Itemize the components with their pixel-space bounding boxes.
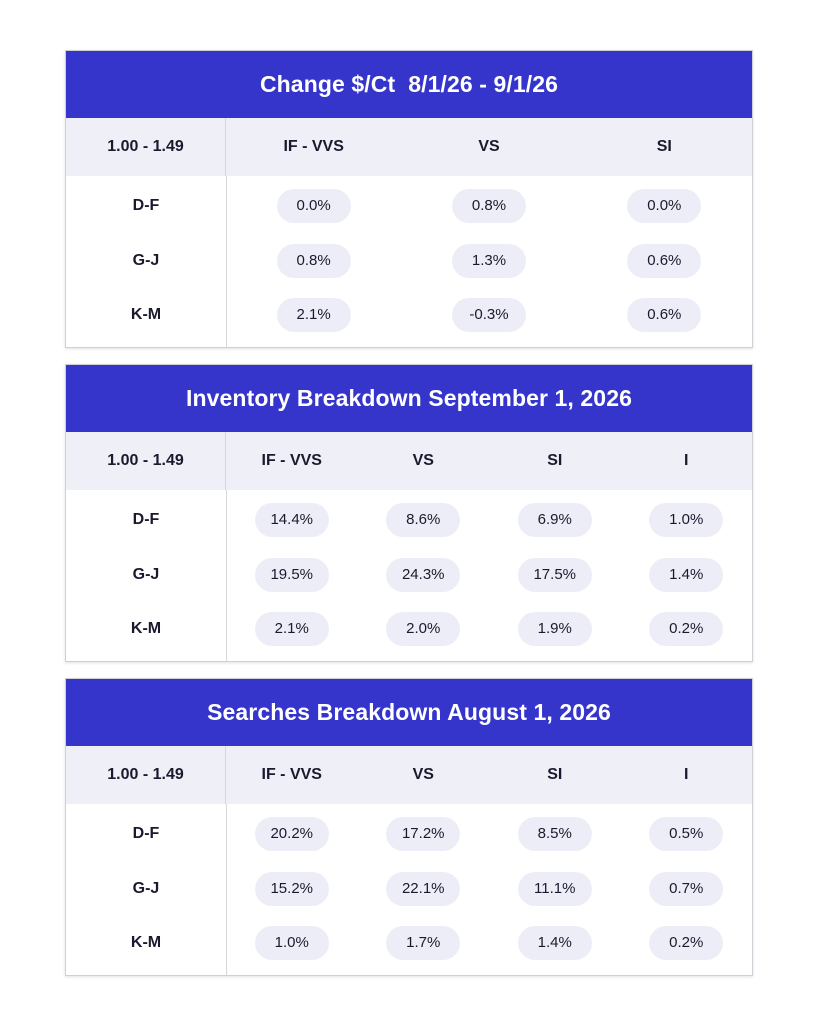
table-header-row: 1.00 - 1.49 IF - VVS VS SI [66, 118, 752, 176]
row-label: G-J [132, 565, 160, 583]
column-header: I [684, 766, 689, 783]
value-pill: 2.0% [386, 612, 461, 647]
value-pill: 1.4% [517, 926, 592, 961]
value-pill: 0.2% [649, 612, 724, 647]
column-header: VS [412, 766, 434, 783]
column-header: VS [478, 138, 500, 155]
value-pill: 0.8% [451, 189, 526, 224]
row-label: G-J [132, 879, 160, 897]
table-row: G-J 19.5% 24.3% 17.5% 1.4% [66, 548, 752, 603]
value-pill: 0.7% [649, 871, 724, 906]
value-pill: 24.3% [386, 557, 461, 592]
row-label: G-J [132, 251, 160, 269]
column-header: IF - VVS [261, 452, 322, 469]
row-label: D-F [132, 197, 160, 215]
value-pill: 20.2% [254, 817, 329, 852]
value-pill: 11.1% [517, 871, 592, 906]
column-header: SI [547, 766, 563, 783]
value-pill: 22.1% [386, 871, 461, 906]
value-pill: 14.4% [254, 503, 329, 538]
value-pill: 0.0% [276, 189, 351, 224]
value-pill: 17.5% [517, 557, 592, 592]
table-row: K-M 2.1% -0.3% 0.6% [66, 288, 752, 343]
table-row: D-F 0.0% 0.8% 0.0% [66, 179, 752, 234]
corner-label: 1.00 - 1.49 [66, 746, 226, 804]
row-label: D-F [132, 825, 160, 843]
table-row: K-M 1.0% 1.7% 1.4% 0.2% [66, 916, 752, 971]
value-pill: 8.6% [386, 503, 461, 538]
value-pill: 6.9% [517, 503, 592, 538]
value-pill: 0.8% [276, 243, 351, 278]
value-pill: 0.0% [627, 189, 702, 224]
row-label: K-M [130, 306, 162, 324]
searches-breakdown-table: Searches Breakdown August 1, 2026 1.00 -… [65, 678, 753, 976]
row-label: D-F [132, 511, 160, 529]
row-label: K-M [130, 934, 162, 952]
table-header-row: 1.00 - 1.49 IF - VVS VS SI I [66, 432, 752, 490]
value-pill: 19.5% [254, 557, 329, 592]
column-header: VS [412, 452, 434, 469]
value-pill: 2.1% [276, 298, 351, 333]
column-header: SI [656, 138, 672, 155]
inventory-breakdown-table: Inventory Breakdown September 1, 2026 1.… [65, 364, 753, 662]
value-pill: 0.5% [649, 817, 724, 852]
table-title: Inventory Breakdown September 1, 2026 [66, 365, 752, 432]
value-pill: 8.5% [517, 817, 592, 852]
corner-label: 1.00 - 1.49 [66, 432, 226, 490]
table-row: G-J 0.8% 1.3% 0.6% [66, 234, 752, 289]
table-header-row: 1.00 - 1.49 IF - VVS VS SI I [66, 746, 752, 804]
column-header: SI [547, 452, 563, 469]
table-title: Searches Breakdown August 1, 2026 [66, 679, 752, 746]
value-pill: 1.4% [649, 557, 724, 592]
value-pill: 0.2% [649, 926, 724, 961]
value-pill: -0.3% [451, 298, 526, 333]
value-pill: 1.3% [451, 243, 526, 278]
value-pill: 1.9% [517, 612, 592, 647]
value-pill: 0.6% [627, 243, 702, 278]
row-label: K-M [130, 620, 162, 638]
corner-label: 1.00 - 1.49 [66, 118, 226, 176]
value-pill: 2.1% [254, 612, 329, 647]
value-pill: 1.0% [254, 926, 329, 961]
table-row: K-M 2.1% 2.0% 1.9% 0.2% [66, 602, 752, 657]
value-pill: 0.6% [627, 298, 702, 333]
change-price-table: Change $/Ct 8/1/26 - 9/1/26 1.00 - 1.49 … [65, 50, 753, 348]
value-pill: 15.2% [254, 871, 329, 906]
value-pill: 1.7% [386, 926, 461, 961]
value-pill: 17.2% [386, 817, 461, 852]
column-header: IF - VVS [283, 138, 344, 155]
column-header: I [684, 452, 689, 469]
value-pill: 1.0% [649, 503, 724, 538]
column-header: IF - VVS [261, 766, 322, 783]
table-title: Change $/Ct 8/1/26 - 9/1/26 [66, 51, 752, 118]
table-row: G-J 15.2% 22.1% 11.1% 0.7% [66, 862, 752, 917]
table-row: D-F 14.4% 8.6% 6.9% 1.0% [66, 493, 752, 548]
table-row: D-F 20.2% 17.2% 8.5% 0.5% [66, 807, 752, 862]
